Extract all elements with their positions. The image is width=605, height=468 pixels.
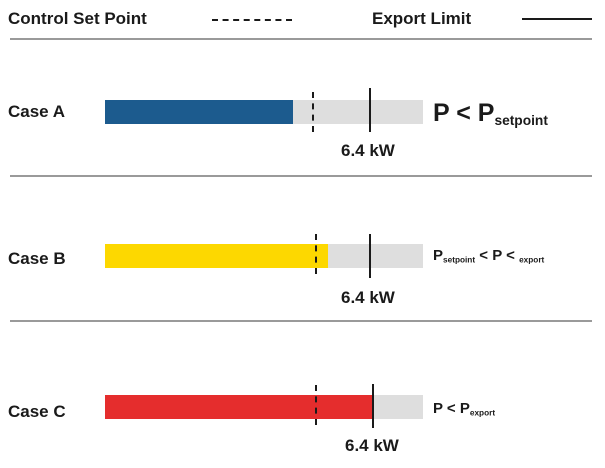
case-b-label: Case B [8,249,66,268]
case-a-track [105,100,423,124]
case-a-limit-marker [368,88,371,132]
case-c-label: Case C [8,402,66,421]
case-b-divider [10,320,592,322]
case-c-setpoint-marker [314,385,317,425]
case-a-divider [10,175,592,177]
case-c-formula: P < Pexport [433,400,496,418]
case-b-track [105,244,423,268]
legend-limit-label: Export Limit [372,9,472,28]
legend-setpoint-label: Control Set Point [8,9,147,28]
legend-limit-line [522,18,592,20]
case-c-fill [105,395,373,419]
legend-divider [10,38,592,40]
case-a-setpoint-marker [311,92,314,132]
case-b-formula: Psetpoint < P < export [433,247,545,265]
case-a-label: Case A [8,102,66,121]
case-b-limit-marker [368,234,371,278]
case-b-limit-value: 6.4 kW [341,288,395,307]
case-a-formula: P < Psetpoint [433,99,548,129]
case-b-fill [105,244,328,268]
case-a-fill [105,100,293,124]
legend-setpoint-dash [212,19,292,21]
case-c-track [105,395,423,419]
case-c-limit-marker [372,384,375,428]
case-c-limit-value: 6.4 kW [345,436,399,455]
case-a-limit-value: 6.4 kW [341,141,395,160]
case-b-setpoint-marker [314,234,317,274]
